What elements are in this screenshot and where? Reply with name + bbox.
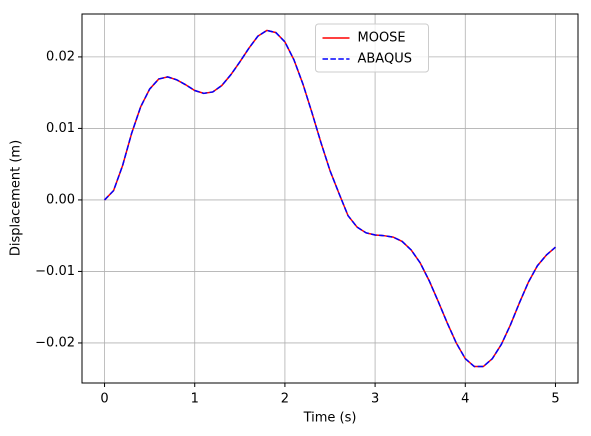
y-tick-label: −0.02 — [35, 335, 75, 350]
x-tick-label: 5 — [551, 392, 559, 407]
y-tick-label: 0.02 — [46, 49, 75, 64]
y-tick-label: −0.01 — [35, 264, 75, 279]
series-line — [104, 29, 556, 368]
y-axis-label: Displacement (m) — [9, 140, 24, 256]
legend-label: ABAQUS — [358, 52, 412, 67]
legend-label: MOOSE — [358, 31, 406, 46]
x-tick-label: 3 — [371, 392, 379, 407]
x-tick-label: 1 — [191, 392, 199, 407]
y-tick-label: 0.00 — [46, 192, 75, 207]
x-axis-label: Time (s) — [303, 411, 357, 426]
x-tick-label: 0 — [100, 392, 108, 407]
series-line — [104, 29, 556, 368]
x-tick-label: 2 — [281, 392, 289, 407]
x-tick-label: 4 — [461, 392, 469, 407]
legend-box — [315, 23, 429, 73]
y-tick-label: 0.01 — [46, 121, 75, 136]
plot-frame — [81, 13, 579, 384]
